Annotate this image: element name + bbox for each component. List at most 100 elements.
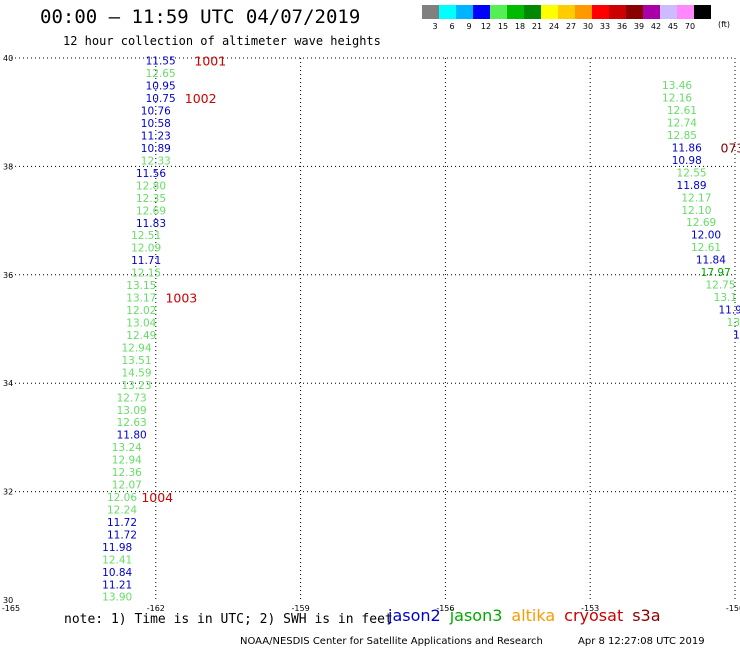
swh-value: 12.24 — [107, 504, 137, 516]
legend-label: 70 — [684, 22, 696, 31]
swh-value: 13.17 — [126, 293, 156, 305]
legend-label: 42 — [650, 22, 662, 31]
swh-value: 12.55 — [677, 167, 707, 179]
swh-value: 11.23 — [141, 131, 171, 143]
satellite-name: jason3 — [449, 606, 503, 625]
swh-value: 13.51 — [121, 355, 151, 367]
time-label: 1003 — [165, 291, 197, 306]
swh-value: 13.09 — [117, 405, 147, 417]
lon-tick-label: -150 — [726, 604, 740, 613]
swh-value: 11.72 — [107, 529, 137, 541]
swh-value: 13.04 — [126, 317, 156, 329]
legend-swatch — [422, 5, 439, 19]
swh-value: 12.80 — [136, 180, 166, 192]
swh-value: 12.63 — [117, 417, 147, 429]
swh-value: 11.80 — [117, 430, 147, 442]
swh-value: 12.69 — [136, 205, 166, 217]
legend-label: 6 — [449, 22, 455, 31]
legend-swatch — [592, 5, 609, 19]
legend-label: 15 — [497, 22, 509, 31]
legend-label: 33 — [599, 22, 611, 31]
swh-value: 14.59 — [121, 367, 151, 379]
swh-value: 12.07 — [112, 480, 142, 492]
legend-swatch — [575, 5, 592, 19]
time-label: 1002 — [185, 91, 217, 106]
swh-value: 12.51 — [131, 230, 161, 242]
lat-tick-label: 34 — [3, 379, 13, 388]
time-label: 1001 — [194, 54, 226, 69]
legend-label: 45 — [667, 22, 679, 31]
lon-tick-label: -165 — [2, 604, 20, 613]
credit-line: NOAA/NESDIS Center for Satellite Applica… — [240, 636, 543, 647]
swh-value: 13.1 — [714, 292, 737, 304]
swh-value: 11.86 — [672, 142, 702, 154]
swh-value: 12.09 — [131, 243, 161, 255]
swh-value: 10.58 — [141, 118, 171, 130]
time-label: 1004 — [141, 490, 173, 505]
swh-value: 12.16 — [662, 93, 692, 105]
satellite-name: altika — [511, 606, 556, 625]
swh-value: 11.21 — [102, 579, 132, 591]
swh-value: 13.23 — [121, 380, 151, 392]
swh-value: 12.15 — [131, 268, 161, 280]
time-label: 073 — [721, 140, 740, 155]
swh-value: 11.55 — [146, 56, 176, 68]
legend-swatch — [558, 5, 575, 19]
legend-label: 39 — [633, 22, 645, 31]
map-title: 00:00 – 11:59 UTC 04/07/2019 — [40, 6, 361, 28]
swh-value: 11.56 — [136, 168, 166, 180]
swh-value: 10.98 — [672, 155, 702, 167]
swh-value: 12.69 — [686, 217, 716, 229]
swh-value: 13.90 — [102, 592, 132, 604]
swh-value: 12.00 — [691, 230, 721, 242]
swh-value: 11.98 — [102, 542, 132, 554]
lon-tick-label: -159 — [292, 604, 310, 613]
swh-value: 12.73 — [117, 392, 147, 404]
swh-value: 17.97 — [701, 267, 731, 279]
legend-label: 12 — [480, 22, 492, 31]
swh-value: 11.71 — [131, 255, 161, 267]
map-subtitle: 12 hour collection of altimeter wave hei… — [63, 34, 381, 48]
legend-swatch — [677, 5, 694, 19]
swh-value: 10.84 — [102, 567, 132, 579]
lat-tick-label: 30 — [3, 596, 13, 605]
legend-label: 36 — [616, 22, 628, 31]
legend-swatch — [626, 5, 643, 19]
swh-value: 11.72 — [107, 517, 137, 529]
lon-tick-label: -156 — [436, 604, 454, 613]
legend-label: 30 — [582, 22, 594, 31]
swh-value: 11.9 — [718, 304, 740, 316]
swh-value: 10.75 — [146, 93, 176, 105]
legend-label: 9 — [466, 22, 472, 31]
swh-value: 12.10 — [681, 205, 711, 217]
legend-label: 3 — [432, 22, 438, 31]
lat-tick-label: 40 — [3, 54, 13, 63]
legend-unit-label: (ft) — [718, 20, 731, 29]
lat-tick-label: 36 — [3, 271, 13, 280]
swh-value: 11.83 — [136, 218, 166, 230]
satellite-name: s3a — [632, 606, 661, 625]
swh-value: 11.84 — [696, 255, 726, 267]
swh-value: 12.74 — [667, 117, 697, 129]
swh-value: 12.36 — [112, 467, 142, 479]
legend-label: 21 — [531, 22, 543, 31]
legend-swatch — [694, 5, 711, 19]
swh-value: 11 — [733, 329, 740, 341]
swh-value: 12.94 — [112, 455, 142, 467]
lat-tick-label: 38 — [3, 162, 13, 171]
swh-value: 12.02 — [126, 305, 156, 317]
legend-label: 18 — [514, 22, 526, 31]
legend-swatch — [609, 5, 626, 19]
swh-value: 10.89 — [141, 143, 171, 155]
legend-swatch — [439, 5, 456, 19]
swh-value: 12.61 — [691, 242, 721, 254]
swh-value: 10.76 — [141, 106, 171, 118]
swh-value: 13.24 — [112, 442, 142, 454]
lon-tick-label: -153 — [581, 604, 599, 613]
legend-swatch — [456, 5, 473, 19]
swh-value: 13. — [727, 317, 740, 329]
generated-timestamp: Apr 8 12:27:08 UTC 2019 — [578, 636, 705, 647]
swh-value: 12.85 — [667, 130, 697, 142]
swh-value: 13.15 — [126, 280, 156, 292]
